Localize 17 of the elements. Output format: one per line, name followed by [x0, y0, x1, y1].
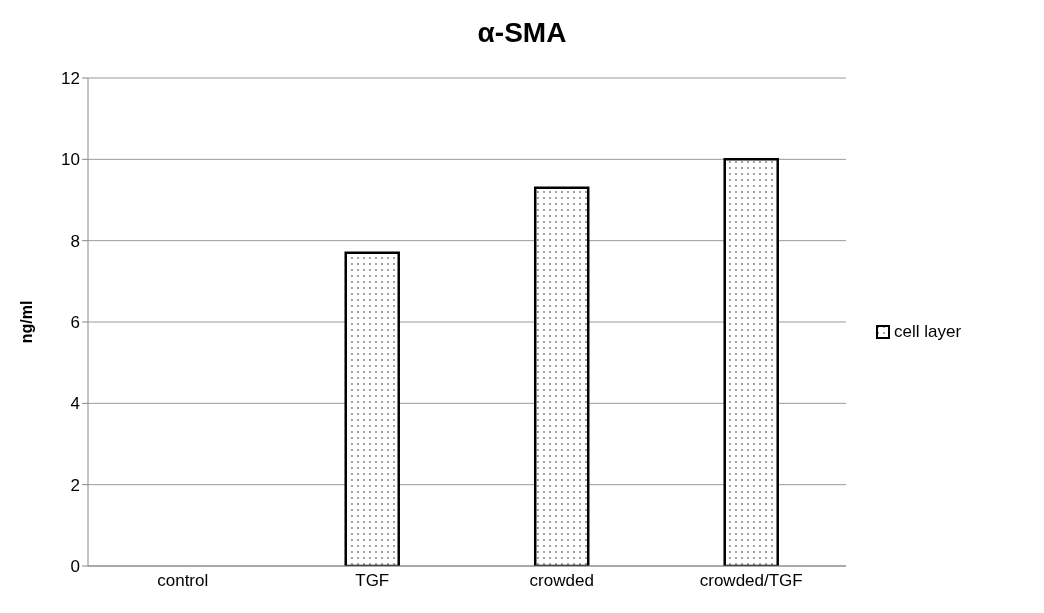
y-axis-title: ng/ml: [17, 300, 35, 344]
y-tick-label: 6: [70, 313, 80, 333]
bar: [533, 186, 590, 566]
x-tick-label: TGF: [355, 571, 390, 591]
bar: [344, 251, 400, 566]
y-tick-label: 8: [70, 231, 80, 251]
y-tick-label: 0: [70, 557, 80, 577]
y-tick-label: 4: [70, 394, 80, 414]
y-tick-label: 12: [61, 69, 80, 89]
y-tick-label: 10: [61, 150, 80, 170]
y-tick-label: 2: [70, 475, 80, 495]
chart-title: α-SMA: [476, 16, 568, 50]
x-tick-label: crowded/TGF: [699, 571, 803, 591]
x-tick-label: crowded: [529, 571, 594, 591]
bar: [723, 158, 779, 566]
legend-label: cell layer: [894, 321, 962, 342]
x-tick-label: control: [157, 571, 209, 591]
